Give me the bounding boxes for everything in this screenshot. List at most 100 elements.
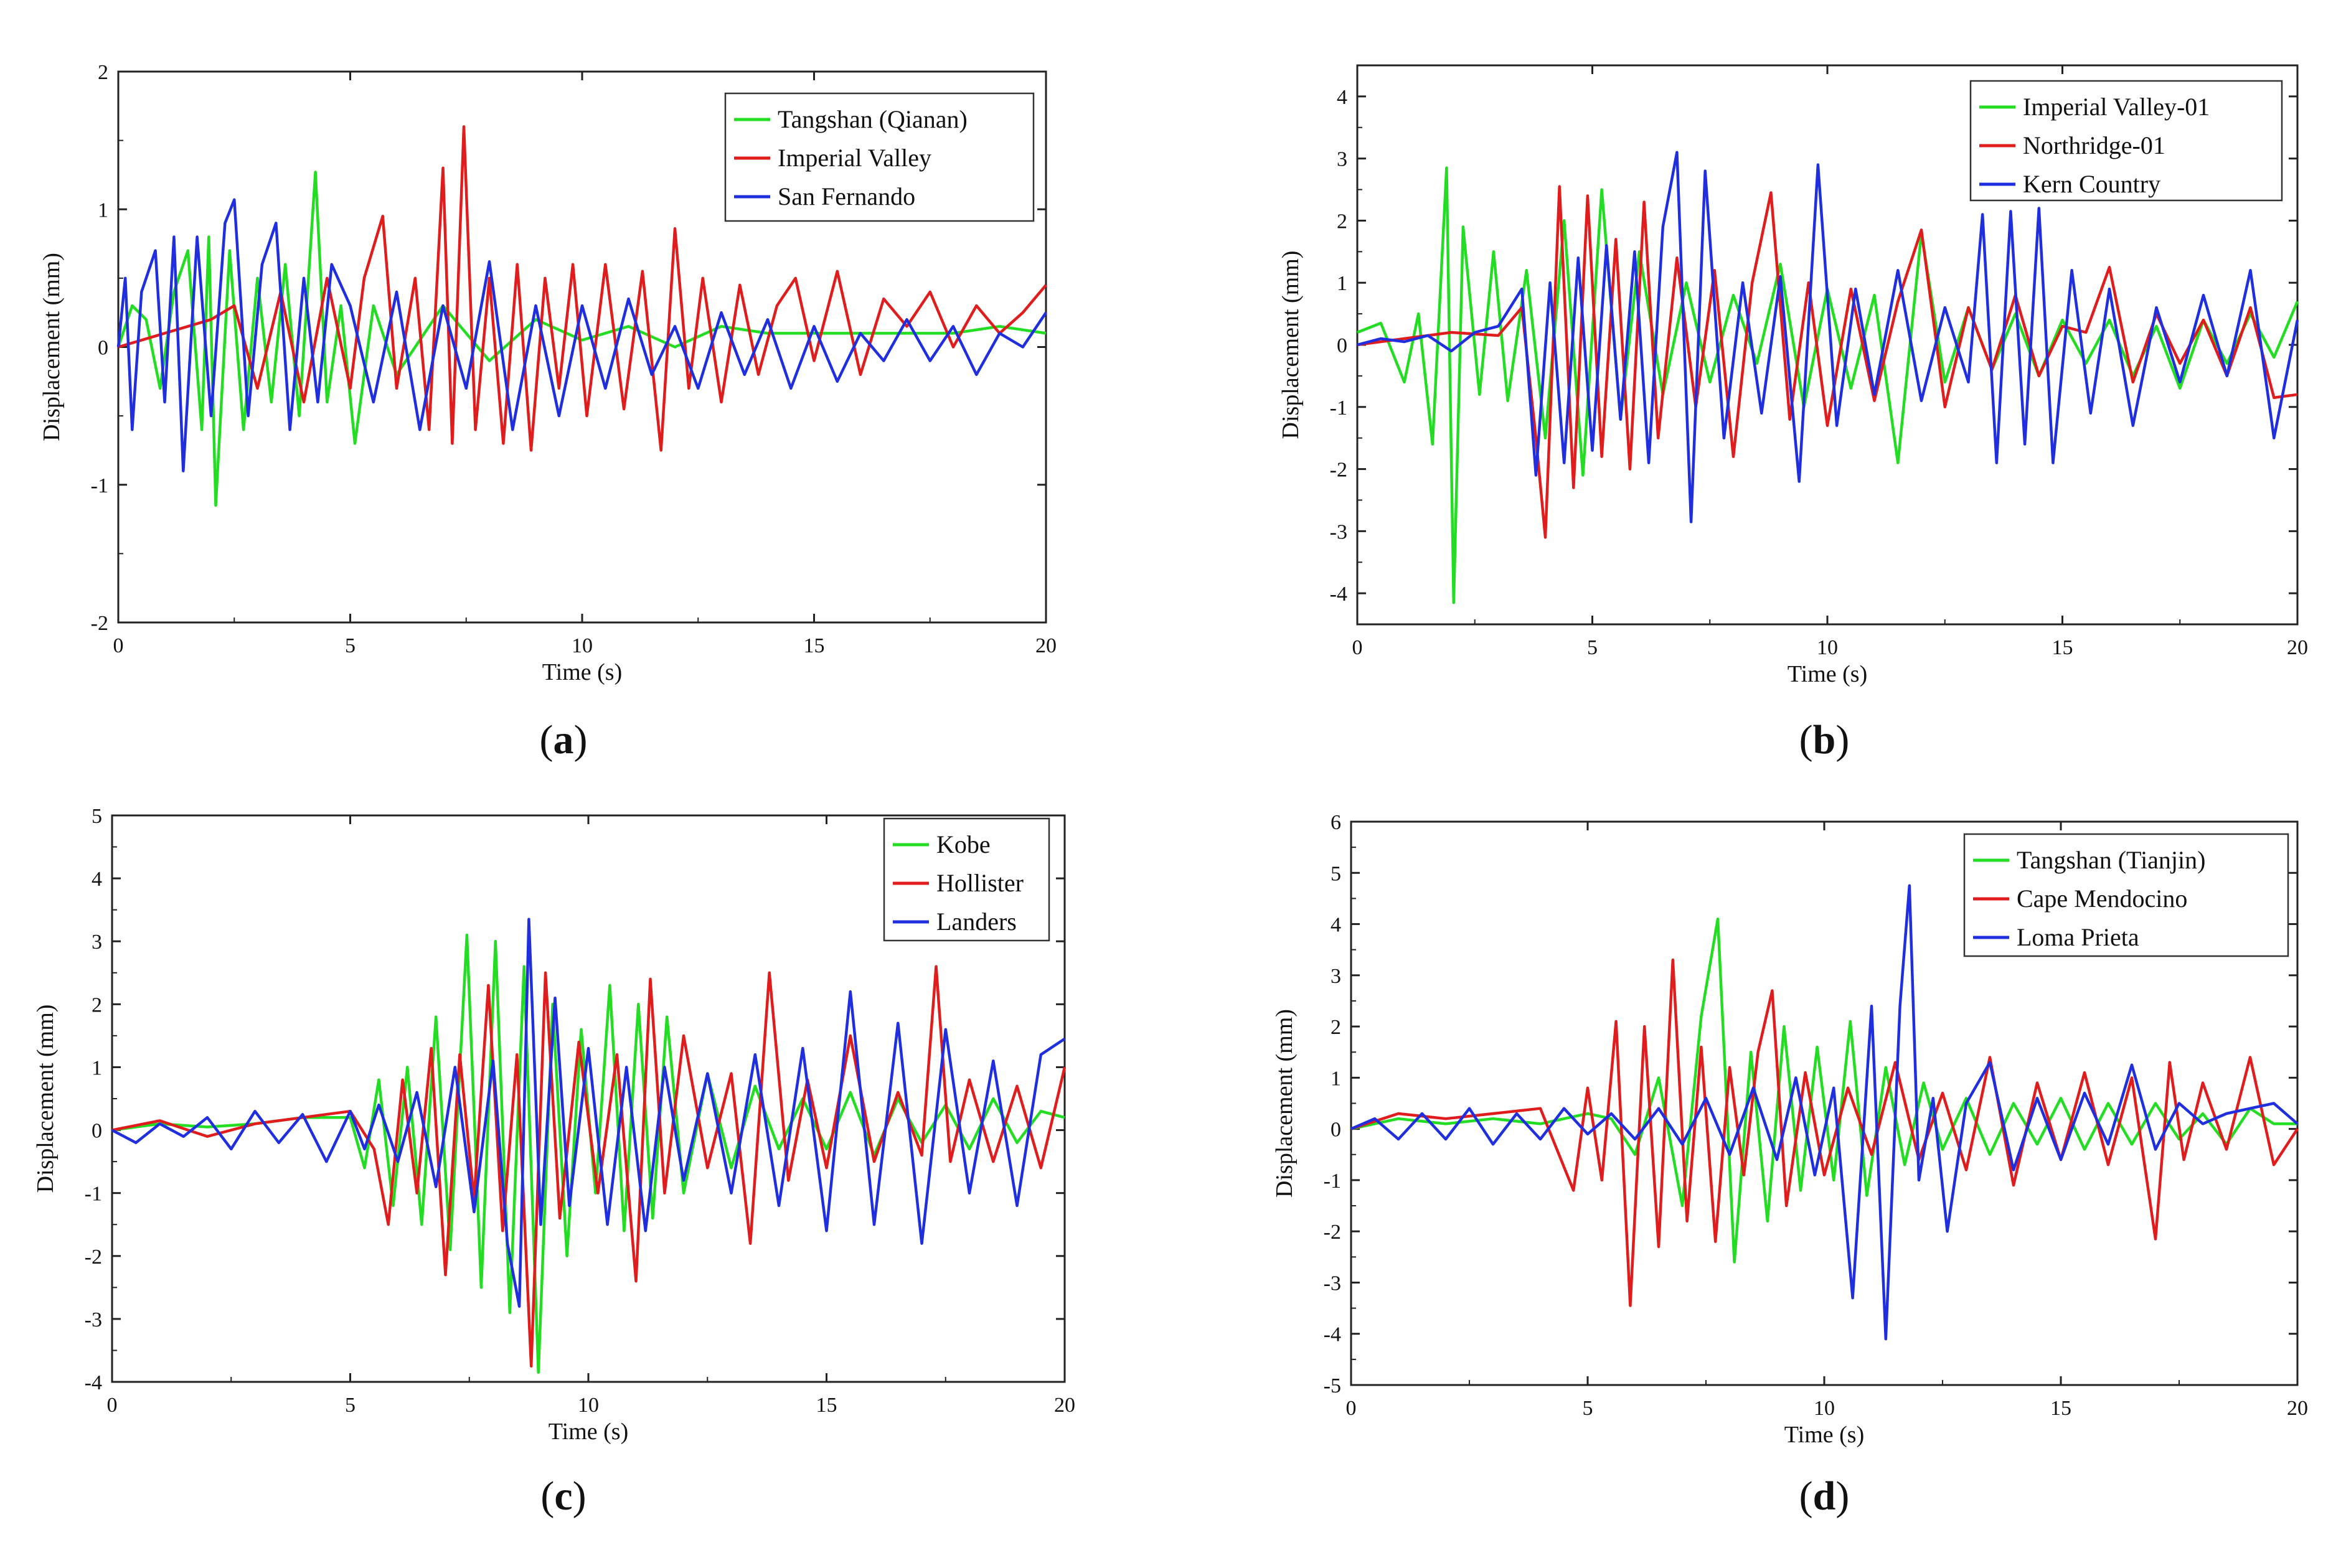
y-tick-label: -1 [1324, 1170, 1341, 1193]
y-tick-label: -1 [1330, 397, 1347, 420]
x-tick-label: 10 [1814, 1397, 1835, 1420]
x-axis-title: Time (s) [1784, 1422, 1864, 1448]
y-tick-label: 1 [92, 1056, 102, 1079]
chart-panel-c: 0 5 10 15 20 -4 -3 -2 -1 0 1 2 3 4 5 Time (s) Displaceme… [32, 805, 1075, 1519]
panel-caption: (c) [540, 1473, 586, 1519]
y-axis-title: Displacement (mm) [1278, 251, 1304, 439]
y-tick-label: 4 [92, 868, 102, 891]
panel-caption-letter: a [554, 717, 574, 763]
series-line-1 [1357, 166, 2299, 604]
legend-box [883, 817, 1050, 942]
x-tick-label: 5 [345, 634, 356, 657]
legend-label: Landers [936, 908, 1017, 936]
x-tick-label: 0 [107, 1394, 118, 1417]
y-tick-label: 2 [98, 61, 108, 84]
x-tick-label: 20 [2287, 636, 2308, 659]
panel-caption-open: ( [1799, 1473, 1813, 1519]
legend-box [1963, 833, 2289, 957]
legend-label: Kern Country [2023, 170, 2160, 198]
legend-label: San Fernando [778, 182, 915, 210]
series-line-3 [1357, 151, 2299, 523]
series-line-1 [116, 171, 1047, 507]
y-tick-label: -2 [91, 612, 108, 635]
y-tick-label: 2 [1337, 210, 1347, 233]
x-tick-label: 0 [1346, 1397, 1357, 1420]
x-tick-label: 10 [578, 1394, 599, 1417]
legend-label: Hollister [936, 869, 1024, 897]
y-tick-label: 1 [1337, 272, 1347, 295]
legend-label: Imperial Valley [778, 144, 931, 172]
y-axis-title: Displacement (mm) [39, 253, 65, 441]
x-tick-label: 15 [804, 634, 825, 657]
panel-caption-open: ( [540, 1473, 554, 1519]
y-tick-label: 2 [92, 993, 102, 1016]
legend-label: Northridge-01 [2023, 131, 2165, 159]
y-tick-label: 5 [1331, 862, 1341, 885]
y-tick-label: 5 [92, 805, 102, 828]
x-tick-label: 20 [2287, 1397, 2308, 1420]
x-axis-title: Time (s) [549, 1419, 628, 1445]
y-tick-label: 2 [1331, 1016, 1341, 1039]
legend-label: Loma Prieta [2017, 923, 2139, 951]
y-tick-label: 3 [92, 931, 102, 954]
series-line-3 [111, 918, 1066, 1308]
panel-caption-close: ) [1835, 717, 1849, 763]
y-tick-label: -2 [1324, 1221, 1341, 1244]
y-tick-label: -1 [91, 474, 108, 497]
legend-label: Tangshan (Tianjin) [2017, 846, 2205, 874]
x-tick-label: 15 [816, 1394, 837, 1417]
x-axis-title: Time (s) [1788, 661, 1867, 687]
y-tick-label: -4 [1330, 583, 1347, 606]
y-tick-label: 0 [98, 337, 108, 360]
panel-caption: (d) [1799, 1473, 1850, 1519]
x-tick-label: 0 [1352, 636, 1363, 659]
y-tick-label: -1 [85, 1183, 102, 1206]
x-tick-label: 5 [1583, 1397, 1593, 1420]
panel-caption-letter: d [1813, 1473, 1836, 1519]
y-tick-label: -4 [85, 1371, 102, 1394]
panel-caption: (a) [540, 717, 588, 763]
series-line-3 [1350, 884, 2299, 1341]
y-tick-label: 1 [1331, 1067, 1341, 1090]
y-tick-label: 0 [1331, 1119, 1341, 1142]
x-tick-label: 10 [572, 634, 593, 657]
y-tick-label: -3 [1324, 1272, 1341, 1295]
series-line-2 [1357, 185, 2298, 539]
y-tick-label: 3 [1331, 965, 1341, 988]
legend-label: Imperial Valley-01 [2023, 93, 2210, 121]
series-line-3 [116, 198, 1047, 472]
x-tick-label: 15 [2050, 1397, 2071, 1420]
panel-caption-open: ( [540, 717, 554, 763]
chart-panel-b: 0 5 10 15 20 -4 -3 -2 -1 0 1 2 3 4 Time (s) Displacemen… [1278, 64, 2308, 763]
y-axis-title: Displacement (mm) [32, 1005, 59, 1193]
panel-caption-close: ) [573, 1473, 586, 1519]
series-line-2 [111, 965, 1067, 1368]
y-tick-label: -2 [1330, 459, 1347, 482]
y-tick-label: -5 [1324, 1374, 1341, 1397]
legend-label: Tangshan (Qianan) [778, 105, 968, 133]
series-line-1 [1350, 918, 2297, 1264]
y-tick-label: 0 [92, 1120, 102, 1143]
legend-label: Kobe [936, 830, 991, 858]
x-axis-title: Time (s) [542, 659, 622, 685]
y-tick-label: 0 [1337, 334, 1347, 357]
x-tick-label: 15 [2052, 636, 2073, 659]
panel-caption-close: ) [574, 717, 588, 763]
y-tick-label: 3 [1337, 148, 1347, 171]
legend-label: Cape Mendocino [2017, 885, 2187, 913]
series-line-2 [118, 125, 1047, 452]
chart-panel-d: 0 5 10 15 20 -5 -4 -3 -2 -1 0 1 2 3 4 5 6 Time (s) Displac… [1271, 811, 2308, 1519]
y-tick-label: -2 [85, 1246, 102, 1269]
panel-caption-letter: c [554, 1473, 572, 1519]
series-line-2 [1350, 958, 2299, 1307]
panel-caption-letter: b [1813, 717, 1836, 763]
x-tick-label: 20 [1054, 1394, 1075, 1417]
x-tick-label: 5 [345, 1394, 356, 1417]
panel-caption-open: ( [1799, 717, 1813, 763]
legend-box [1969, 80, 2283, 202]
x-tick-label: 20 [1035, 634, 1057, 657]
x-tick-label: 0 [113, 634, 124, 657]
y-tick-label: 4 [1331, 914, 1341, 937]
y-tick-label: -3 [1330, 520, 1347, 543]
